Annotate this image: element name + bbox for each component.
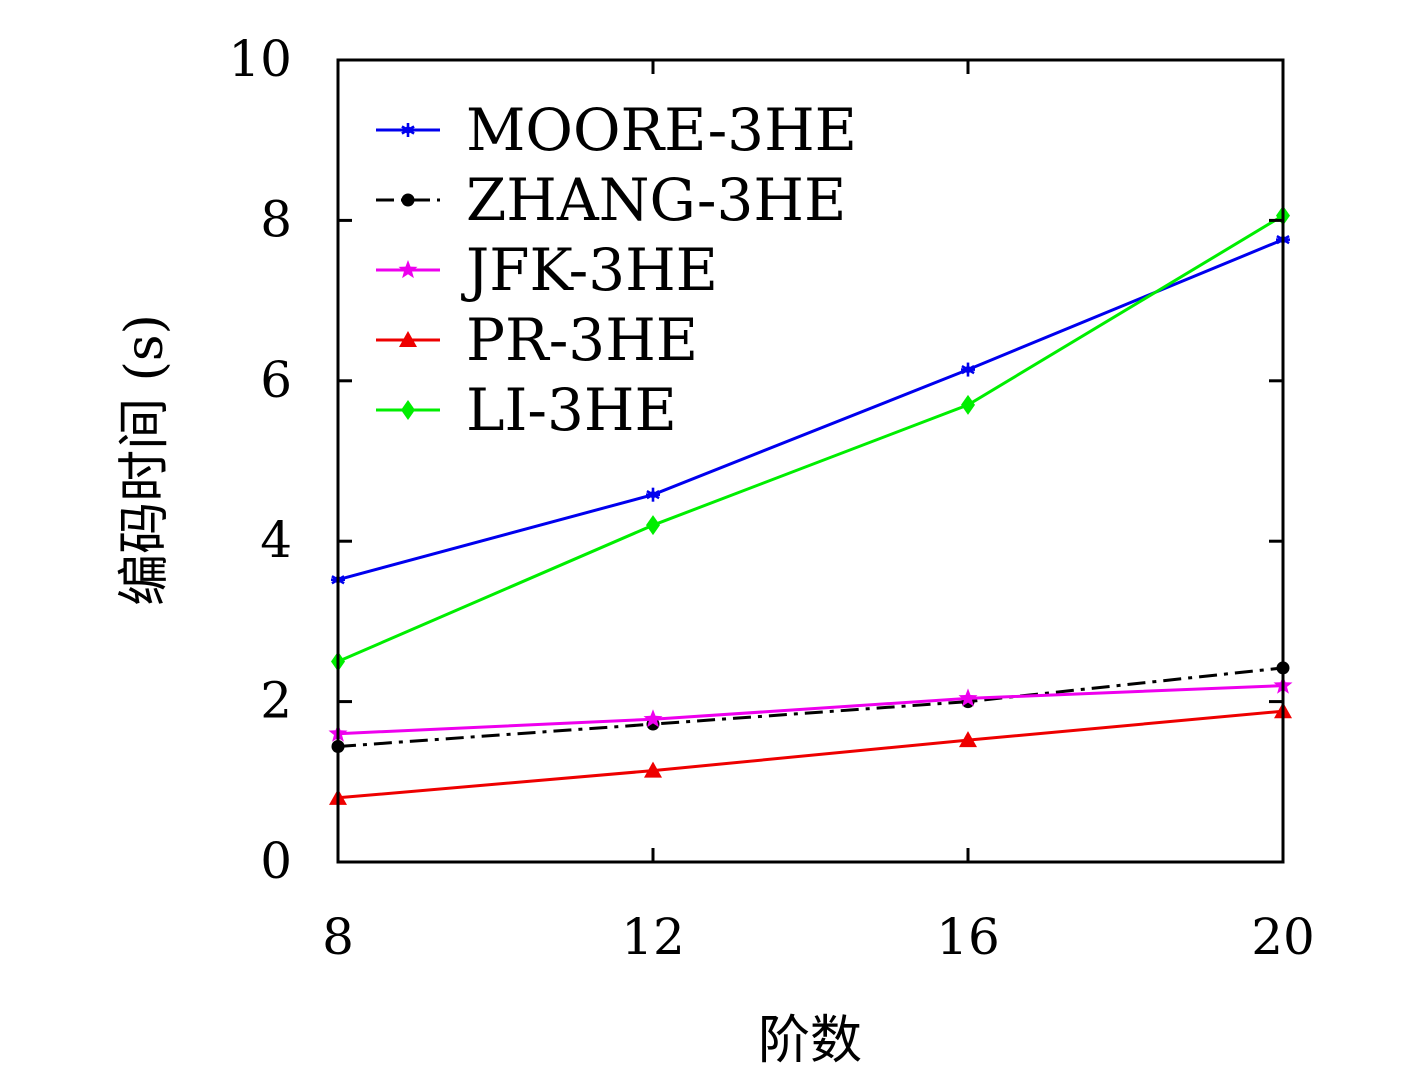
legend-marker-4 [401,400,415,420]
legend-label-1: ZHANG-3HE [466,166,846,234]
legend-marker-0 [401,123,415,137]
x-tick-label-2: 16 [936,908,1000,966]
series-2-point-1 [643,709,663,728]
series-line-4 [337,214,1284,663]
legend-marker-3 [399,331,417,347]
series-line-2 [337,684,1284,736]
legend-marker-0-center [404,126,412,134]
legend-label-4: LI-3HE [466,376,677,444]
series-layer [328,205,1293,805]
legend-label-0: MOORE-3HE [466,96,857,164]
series-0-point-2-center [964,366,972,374]
x-tick-label-3: 20 [1251,908,1315,966]
series-2-point-2 [958,688,978,707]
y-tick-label-5: 10 [228,30,292,88]
x-tick-label-0: 8 [322,908,354,966]
x-axis-title: 阶数 [758,1011,862,1070]
series-0-point-2 [961,362,975,377]
series-4-point-2 [961,394,975,415]
y-tick-label-4: 8 [260,190,292,248]
y-tick-label-3: 6 [260,351,292,409]
series-3-point-1 [644,761,662,778]
plot-frame [336,58,1285,864]
series-4-point-1 [646,515,660,536]
series-line-3 [337,709,1284,800]
y-tick-label-0: 0 [260,832,292,890]
y-tick-label-1: 2 [260,672,292,730]
legend-label-3: PR-3HE [466,306,698,374]
legend-marker-2 [398,260,418,279]
legend-marker-1 [401,193,415,207]
legend-label-2: JFK-3HE [461,236,718,304]
series-line-1 [337,666,1284,748]
series-line-0 [337,238,1284,582]
series-3-point-2 [959,731,977,748]
series-0-point-1 [646,487,660,502]
x-tick-label-1: 12 [621,908,685,966]
axes-layer: 0 2 4 6 8 10 8 12 16 20 [228,30,1314,966]
y-axis-title: 编码时间 (s) [115,314,175,606]
series-0-point-1-center [649,491,657,499]
y-tick-label-2: 4 [260,511,292,569]
